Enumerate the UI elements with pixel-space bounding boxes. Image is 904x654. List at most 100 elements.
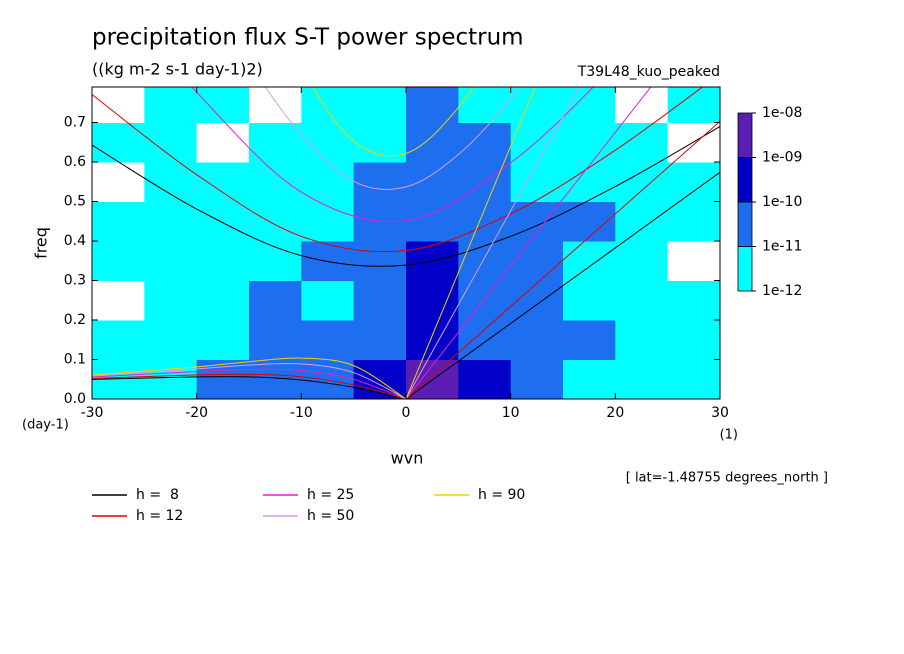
contour-cell [92,162,145,203]
y-tick-label: 0.0 [64,391,86,407]
contour-cell [406,280,459,321]
colorbar-swatch [737,112,753,158]
dispersion-curve [405,87,536,399]
contour-cell [510,201,564,242]
contour-cell [249,87,302,124]
contour-cell [196,280,250,321]
colorbar-swatch [737,246,753,292]
contour-cell [563,280,616,321]
chart-subtitle: ((kg m-2 s-1 day-1)2) [92,60,263,79]
latitude-note: [ lat=-1.48755 degrees_north ] [626,471,828,486]
contour-cell [92,87,145,124]
x-tick-label: -10 [290,405,313,421]
contour-cell [615,359,669,399]
contour-cell [301,162,355,203]
dispersion-curve [405,171,720,399]
contour-cell [196,87,250,124]
x-axis-label: wvn [391,449,424,468]
colorbar-label: 1e-10 [762,194,802,210]
dispersion-curve [92,373,407,399]
contour-cell [667,359,720,399]
legend-label: h = 25 [307,487,354,503]
dispersion-curve [92,87,704,253]
dispersion-curves [92,87,720,399]
contour-cell [353,162,407,203]
contour-cell [667,320,720,361]
contour-cell [353,280,407,321]
contour-cell [353,87,407,124]
contour-cell [406,162,459,203]
x-unit: (1) [720,428,738,443]
y-tick-label: 0.7 [64,115,86,131]
contour-cell [301,280,355,321]
colorbar-swatch [737,157,753,203]
contour-cell [301,87,355,124]
contour-cell [510,320,564,361]
contour-cell [563,359,616,399]
legend-label: h = 12 [136,508,183,524]
contour-cell [563,162,616,203]
contour-cell [563,241,616,282]
x-tick-label: 30 [711,405,729,421]
contour-cell [353,320,407,361]
x-tick-label: 0 [402,405,411,421]
dispersion-curve [405,87,652,399]
x-tick-label: 10 [502,405,520,421]
chart-title: precipitation flux S-T power spectrum [92,25,524,51]
contour-cell [615,87,669,124]
contour-cell [615,280,669,321]
y-tick-label: 0.1 [64,352,86,368]
contour-cell [144,280,198,321]
contour-cell [249,320,302,361]
contour-cell [458,359,512,399]
contour-cell [144,87,198,124]
colorbar-label: 1e-11 [762,239,802,255]
contour-cell [406,201,459,242]
contour-cell [563,201,616,242]
contour-field [92,87,720,399]
contour-cell [615,320,669,361]
contour-cell [667,241,720,282]
experiment-label: T39L48_kuo_peaked [577,64,720,80]
contour-cell [667,201,720,242]
legend-label: h = 50 [307,508,354,524]
x-tick-label: -20 [185,405,208,421]
contour-cell [353,241,407,282]
dispersion-curve [92,376,407,399]
y-tick-label: 0.3 [64,273,86,289]
contour-cell [667,162,720,203]
contour-cell [92,241,145,282]
dispersion-curve [311,87,475,157]
contour-cell [406,122,459,163]
y-axis-label: freq [32,227,51,259]
contour-cell [144,320,198,361]
contour-cell [249,241,302,282]
dispersion-curve [92,362,407,399]
contour-cell [249,201,302,242]
y-tick-label: 0.2 [64,312,86,328]
colorbar-swatch [737,201,753,247]
colorbar-label: 1e-12 [762,283,802,299]
contour-cell [196,122,250,163]
dispersion-curve [92,368,407,399]
contour-cell [144,201,198,242]
contour-cell [563,320,616,361]
legend-label: h = 8 [136,487,179,503]
contour-cell [196,201,250,242]
contour-cell [510,359,564,399]
contour-cell [458,280,512,321]
contour-cell [458,87,512,124]
x-tick-label: -30 [81,405,104,421]
contour-cell [510,87,564,124]
dispersion-curve [92,126,720,267]
contour-cell [615,201,669,242]
contour-cell [301,320,355,361]
contour-cell [92,201,145,242]
contour-cell [353,122,407,163]
contour-cell [510,280,564,321]
contour-cell [510,241,564,282]
contour-cell [301,201,355,242]
contour-cell [92,280,145,321]
contour-cell [406,320,459,361]
